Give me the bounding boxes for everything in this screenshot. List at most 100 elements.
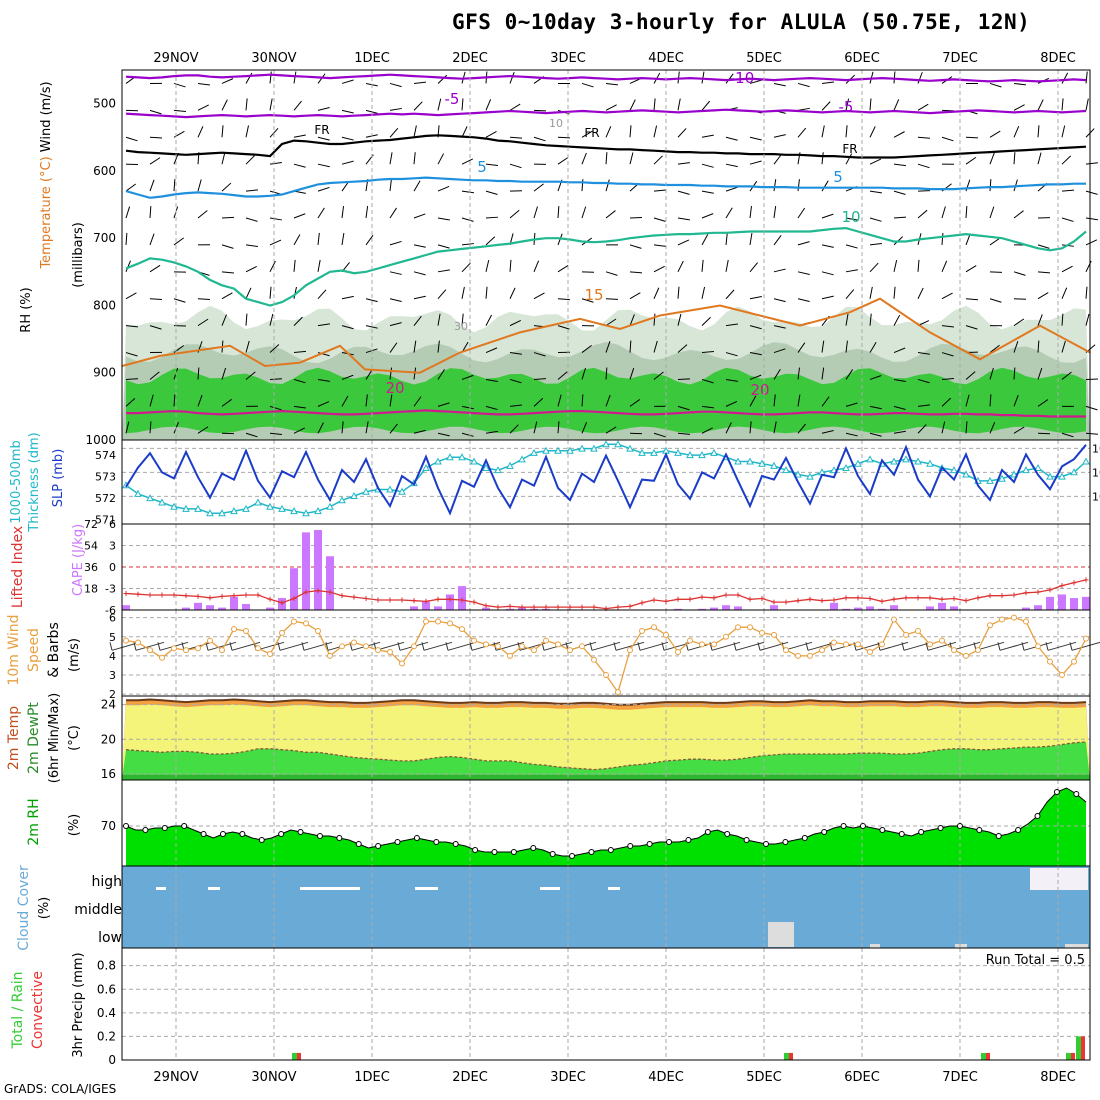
wind-barb	[173, 394, 176, 407]
y-tick-label: 800	[93, 298, 116, 312]
wind-barb	[893, 163, 906, 167]
temperature-contour-20	[126, 409, 1086, 418]
wind-barb	[269, 260, 276, 273]
rh2m-point	[666, 839, 673, 845]
wind-barb	[725, 163, 738, 168]
dewpt-base	[122, 774, 1090, 780]
wind-barb	[869, 262, 879, 273]
thickness-point	[782, 466, 790, 474]
wind-barb	[485, 286, 488, 299]
contour-label: 10	[549, 117, 563, 130]
wind-barb	[293, 286, 297, 299]
y-axis-label-dewpt: 2m DewPt	[26, 702, 42, 774]
wind-barb	[917, 287, 924, 299]
lifted-index-point	[867, 596, 873, 602]
rh2m-point	[510, 849, 517, 855]
thickness-point	[206, 509, 214, 517]
wind-barb	[413, 271, 426, 276]
wind-barb	[389, 127, 399, 138]
wind-barb	[437, 313, 441, 326]
thickness-point	[1058, 472, 1066, 480]
wind-barb	[773, 421, 777, 434]
contour-label: -5	[839, 98, 854, 116]
wind-speed-point	[771, 631, 777, 638]
rh2m-point	[219, 831, 226, 837]
wind-barb	[221, 182, 232, 192]
wind-barb	[941, 325, 954, 328]
y-axis-label: Temperature (°C) Wind (m/s)	[39, 81, 54, 269]
lifted-index-point	[531, 604, 537, 610]
wind-barb	[845, 369, 854, 380]
precip-convective-bar	[1081, 1036, 1085, 1060]
wind-barb	[317, 207, 325, 219]
wind-speed-point	[591, 656, 597, 663]
cape-bar	[122, 605, 130, 610]
wind-speed-point	[963, 652, 969, 659]
y-axis-label-li: Lifted Index	[10, 526, 26, 608]
wind-barb	[413, 81, 426, 84]
wind-barb	[197, 394, 203, 407]
wind-barb	[677, 162, 690, 165]
tick-label-left: 0	[109, 561, 116, 574]
wind-barb	[989, 344, 1000, 353]
wind-speed-point	[819, 647, 825, 654]
y-tick-label: 500	[93, 97, 116, 111]
wind-barb	[557, 205, 560, 219]
lifted-index-point	[807, 596, 813, 602]
tick-label: 70	[101, 819, 116, 833]
wind-barb	[869, 158, 882, 165]
wind-barb	[245, 125, 249, 138]
wind-barb	[797, 342, 806, 353]
rh2m-point	[258, 837, 265, 843]
wind-barb	[965, 136, 979, 139]
wind-speed-point	[339, 643, 345, 650]
lifted-index-point	[819, 598, 825, 604]
thickness-point	[422, 463, 430, 471]
thickness-point	[182, 504, 190, 512]
wind-barb	[1013, 104, 1025, 111]
cape-bar	[878, 608, 886, 610]
precip-convective-bar	[789, 1052, 793, 1060]
wind-barb	[1013, 126, 1020, 138]
wind-barb	[341, 232, 345, 245]
cape-bar	[230, 596, 238, 610]
wind-barb	[293, 134, 306, 138]
wind-barb	[653, 125, 658, 138]
cloud-gap	[300, 887, 360, 890]
wind-barb	[845, 340, 848, 353]
wind-barb	[533, 183, 544, 192]
wind-barb	[365, 298, 378, 303]
wind-barb	[653, 432, 666, 438]
svg-text:& Barbs: & Barbs	[46, 622, 62, 678]
wind-barb	[749, 421, 752, 434]
wind-barb	[133, 642, 137, 651]
wind-barb	[269, 161, 282, 165]
thickness-point	[506, 461, 514, 469]
wind-speed-point	[687, 637, 693, 644]
wind-barb	[1061, 217, 1074, 222]
wind-barb	[759, 641, 789, 651]
thickness-point	[350, 491, 358, 499]
y-axis-label-thickness: 1000-500mb	[9, 440, 24, 524]
wind-barb	[341, 325, 354, 330]
contour-label: 30	[454, 320, 468, 333]
wind-barb	[149, 394, 154, 407]
wind-barb	[1037, 271, 1050, 274]
wind-barb	[637, 642, 641, 651]
wind-speed-point	[615, 689, 621, 696]
wind-barb	[749, 395, 757, 407]
wind-speed-point	[327, 652, 333, 659]
lifted-index-point	[351, 594, 357, 600]
lifted-index-point	[915, 595, 921, 601]
lifted-index-point	[1035, 589, 1041, 595]
wind-barb	[917, 72, 923, 84]
wind-barb	[845, 98, 850, 111]
tick-label: 0.6	[97, 982, 116, 996]
thickness-point	[650, 448, 658, 456]
rh2m-point	[1034, 813, 1041, 819]
wind-barb	[317, 289, 327, 300]
y-tick-label: 700	[93, 231, 116, 245]
wind-barb	[447, 641, 477, 651]
wind-barb	[125, 325, 138, 328]
